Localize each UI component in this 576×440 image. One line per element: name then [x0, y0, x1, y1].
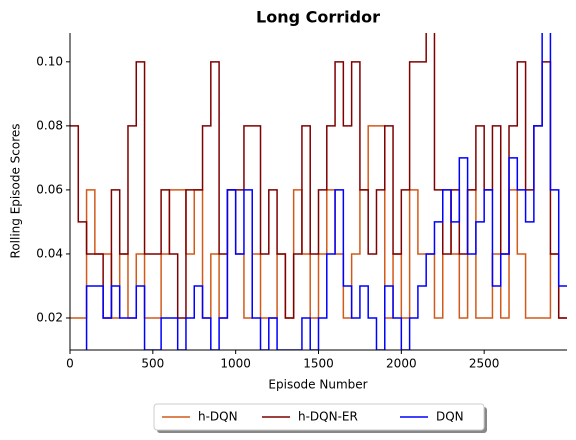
y-tick-label: 0.06	[36, 182, 63, 196]
series-line	[70, 125, 567, 319]
legend-label: h-DQN-ER	[298, 410, 358, 424]
x-tick-label: 1000	[220, 357, 251, 371]
y-axis-label: Rolling Episode Scores	[9, 124, 23, 259]
x-tick-label: 2000	[386, 357, 417, 371]
series-line	[85, 33, 567, 350]
y-tick-label: 0.08	[36, 118, 63, 132]
x-tick-label: 500	[141, 357, 164, 371]
chart-title: Long Corridor	[256, 8, 380, 27]
legend-label: h-DQN	[198, 410, 238, 424]
plot-area	[70, 33, 567, 350]
y-tick-label: 0.10	[36, 54, 63, 68]
legend-label: DQN	[436, 410, 464, 424]
x-tick-label: 1500	[303, 357, 334, 371]
y-tick-label: 0.02	[36, 310, 63, 324]
x-tick-label: 0	[66, 357, 74, 371]
legend	[153, 403, 485, 431]
x-axis-label: Episode Number	[268, 378, 367, 392]
x-tick-label: 2500	[469, 357, 500, 371]
y-tick-label: 0.04	[36, 246, 63, 260]
